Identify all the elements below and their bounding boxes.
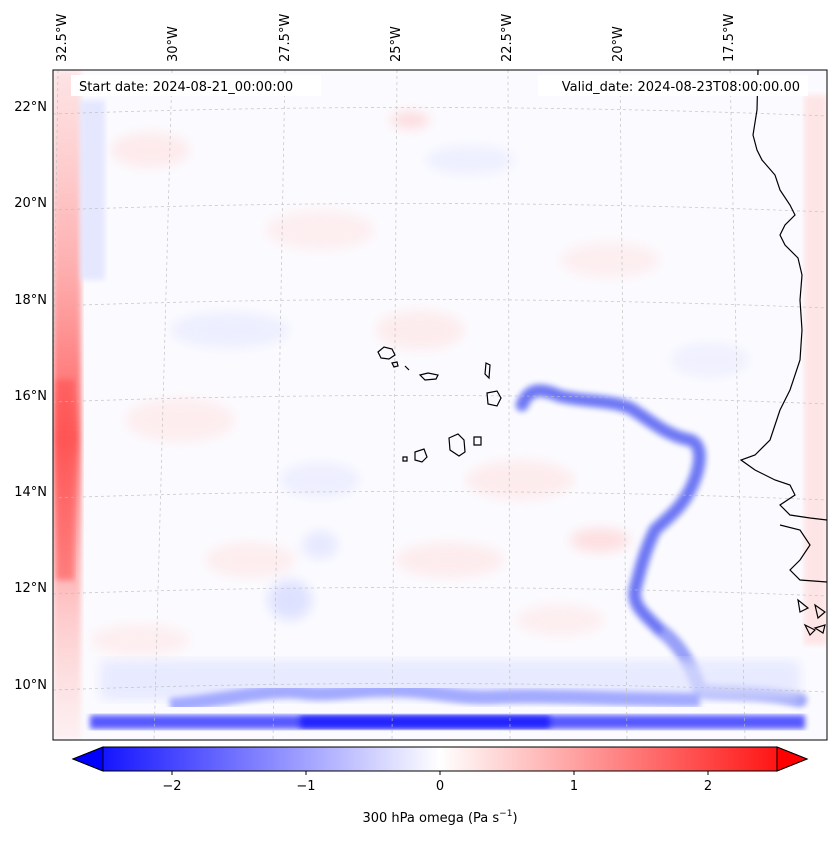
lon-label: 30°W bbox=[166, 26, 181, 62]
lon-label: 22.5°W bbox=[500, 14, 515, 62]
colorbar-tick-label: −2 bbox=[162, 779, 181, 794]
colorbar-high-extend bbox=[776, 746, 809, 772]
colorbar-tick-label: 2 bbox=[704, 779, 712, 794]
map-frame bbox=[52, 69, 828, 741]
omega-field bbox=[53, 70, 827, 740]
lat-label: 20°N bbox=[14, 196, 47, 211]
valid-date-label: Valid_date: 2024-08-23T08:00:00.00 bbox=[562, 80, 800, 95]
colorbar-label: 300 hPa omega (Pa s−1) bbox=[362, 809, 517, 826]
lat-label: 22°N bbox=[14, 100, 47, 115]
colorbar-tick-label: 1 bbox=[570, 779, 578, 794]
start-date-label: Start date: 2024-08-21_00:00:00 bbox=[79, 80, 293, 95]
lat-label: 12°N bbox=[14, 581, 47, 596]
africa-coastline bbox=[739, 70, 827, 637]
lon-label: 27.5°W bbox=[278, 14, 293, 62]
lat-label: 18°N bbox=[14, 293, 47, 308]
cape-verde-islands bbox=[377, 346, 502, 463]
latitude-labels: 22°N 20°N 18°N 16°N 14°N 12°N 10°N bbox=[14, 100, 47, 693]
lon-label: 17.5°W bbox=[722, 14, 737, 62]
colorbar-tick-label: −1 bbox=[296, 779, 315, 794]
colorbar-tick-label: 0 bbox=[436, 779, 444, 794]
colorbar-low-extend bbox=[71, 746, 104, 772]
colorbar: −2 −1 0 1 2 300 hPa omega (Pa s−1) bbox=[71, 746, 809, 826]
lat-label: 14°N bbox=[14, 485, 47, 500]
lon-label: 25°W bbox=[389, 26, 404, 62]
lat-label: 16°N bbox=[14, 389, 47, 404]
longitude-labels: 32.5°W 30°W 27.5°W 25°W 22.5°W 20°W 17.5… bbox=[55, 14, 737, 62]
lon-label: 32.5°W bbox=[55, 14, 70, 62]
lat-label: 10°N bbox=[14, 678, 47, 693]
colorbar-bar bbox=[71, 746, 809, 772]
graticule bbox=[53, 70, 827, 740]
lon-label: 20°W bbox=[611, 26, 626, 62]
